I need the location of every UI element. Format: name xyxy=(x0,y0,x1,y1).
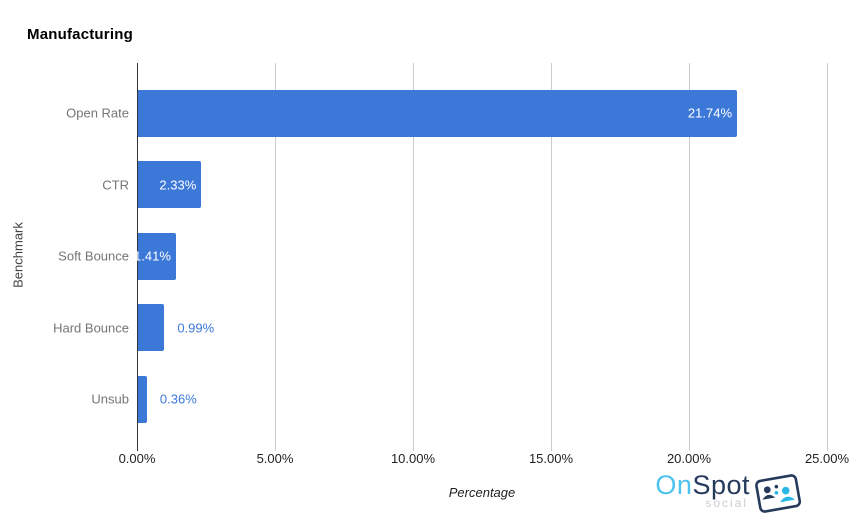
bar-value-label: 2.33% xyxy=(159,177,197,193)
x-axis-title: Percentage xyxy=(448,485,516,500)
bar-value-label: 1.41% xyxy=(134,248,171,264)
y-axis-title: Benchmark xyxy=(10,222,26,288)
bar-unsub xyxy=(138,375,147,423)
y-axis-baseline xyxy=(137,63,138,451)
gridline-10.00% xyxy=(413,63,414,447)
bar-value-label: 0.99% xyxy=(177,320,215,336)
gridline-20.00% xyxy=(689,63,690,447)
bar-hard-bounce xyxy=(138,304,165,352)
category-label-hard-bounce: Hard Bounce xyxy=(53,320,129,336)
logo-text-spot: Spot xyxy=(692,470,750,500)
bar-soft-bounce xyxy=(138,232,176,280)
bar-value-label: 0.36% xyxy=(159,391,197,407)
gridline-15.00% xyxy=(551,63,552,447)
x-tick-label: 0.00% xyxy=(118,451,156,466)
category-label-soft-bounce: Soft Bounce xyxy=(58,248,129,264)
x-tick-20.00% xyxy=(689,447,690,451)
x-tick-label: 15.00% xyxy=(528,451,574,466)
logo-text-on: On xyxy=(655,470,693,500)
category-label-ctr: CTR xyxy=(102,177,129,193)
logo-text-social: social xyxy=(705,496,748,510)
bar-open-rate xyxy=(138,89,738,137)
x-tick-5.00% xyxy=(275,447,276,451)
gridline-5.00% xyxy=(275,63,276,447)
x-tick-25.00% xyxy=(827,447,828,451)
x-tick-label: 25.00% xyxy=(804,451,850,466)
x-tick-label: 10.00% xyxy=(390,451,436,466)
onspot-social-logo: OnSpot social xyxy=(655,467,804,519)
category-label-unsub: Unsub xyxy=(91,391,129,407)
onspot-tablet-icon xyxy=(755,474,802,513)
logo-wordmark: OnSpot social xyxy=(655,471,750,510)
x-tick-15.00% xyxy=(551,447,552,451)
gridline-25.00% xyxy=(827,63,828,447)
chart-title: Manufacturing xyxy=(27,26,133,43)
x-tick-10.00% xyxy=(413,447,414,451)
x-tick-label: 5.00% xyxy=(256,451,294,466)
x-tick-label: 20.00% xyxy=(666,451,712,466)
bar-ctr xyxy=(138,161,202,209)
bar-value-label: 21.74% xyxy=(687,105,733,121)
category-label-open-rate: Open Rate xyxy=(66,105,129,121)
